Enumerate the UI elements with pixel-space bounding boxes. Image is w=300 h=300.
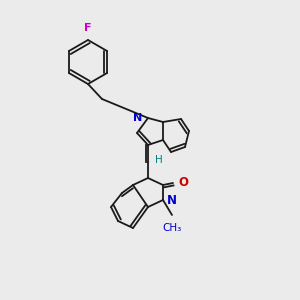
Text: F: F (84, 23, 92, 33)
Text: CH₃: CH₃ (162, 223, 182, 233)
Text: H: H (155, 155, 163, 165)
Text: N: N (133, 113, 142, 123)
Text: O: O (178, 176, 188, 190)
Text: N: N (167, 194, 177, 206)
